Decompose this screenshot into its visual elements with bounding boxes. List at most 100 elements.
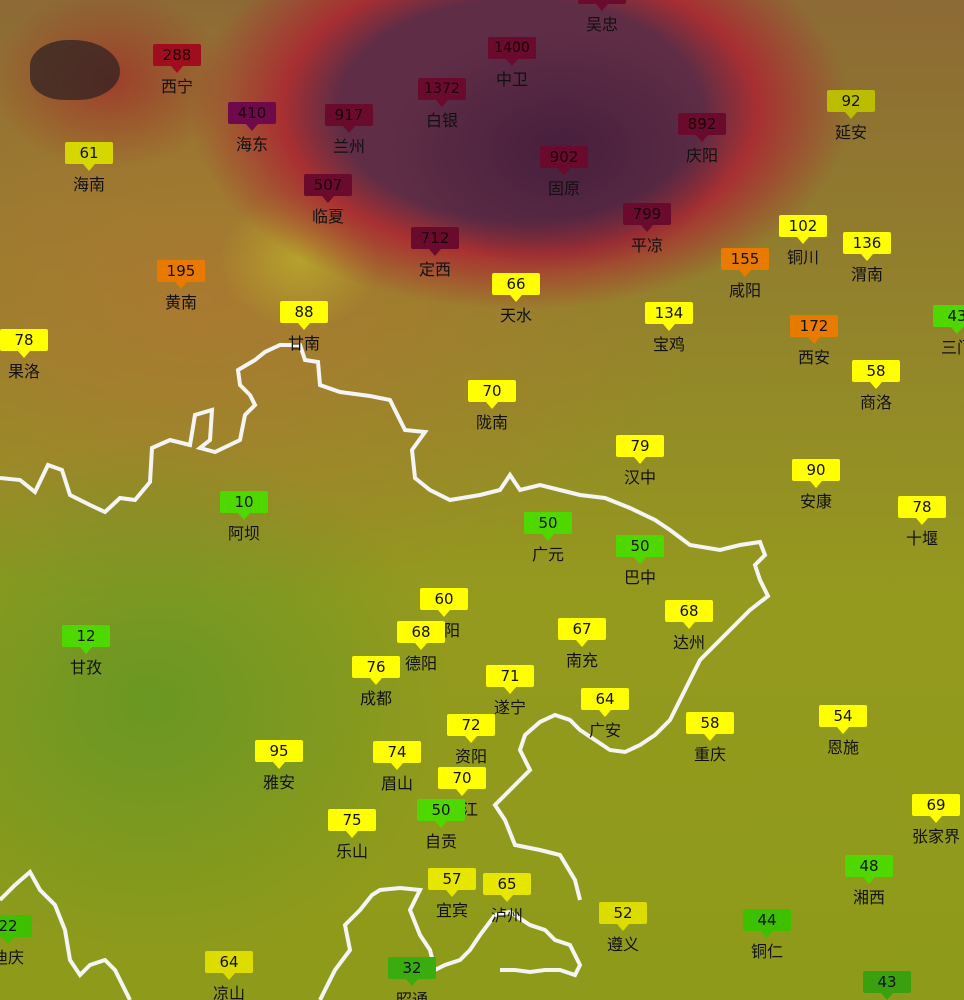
- aqi-badge[interactable]: 68: [397, 621, 445, 650]
- station-name: 汉中: [623, 468, 656, 487]
- aqi-badge[interactable]: 22: [0, 915, 32, 944]
- aqi-badge[interactable]: 71: [486, 665, 534, 694]
- station-name: 平凉: [630, 236, 663, 255]
- aqi-badge[interactable]: 70: [438, 767, 486, 796]
- aqi-badge[interactable]: 95: [255, 740, 303, 769]
- station-name: 白银: [425, 111, 458, 130]
- station-name: 南充: [565, 651, 598, 670]
- aqi-badge[interactable]: 75: [328, 809, 376, 838]
- aqi-badge[interactable]: 64: [581, 688, 629, 717]
- station-name: 泸州: [490, 906, 523, 925]
- station-name: 成都: [359, 689, 392, 708]
- station-name: 陇南: [475, 413, 508, 432]
- aqi-badge[interactable]: 712: [411, 227, 459, 256]
- aqi-badge[interactable]: 72: [447, 714, 495, 743]
- station-name: 广安: [588, 721, 621, 740]
- station-name: 渭南: [850, 265, 883, 284]
- station-name: 遵义: [606, 935, 639, 954]
- station-name: 宜宾: [435, 901, 468, 920]
- station-name: 铜仁: [750, 942, 783, 961]
- station-name: 甘孜: [69, 658, 102, 677]
- aqi-badge[interactable]: 917: [325, 104, 373, 133]
- aqi-badge[interactable]: 79: [616, 435, 664, 464]
- station-name: 十堰: [905, 529, 938, 548]
- aqi-badge[interactable]: 43: [863, 971, 911, 1000]
- station-name: 张家界: [911, 827, 960, 846]
- aqi-badge[interactable]: 65: [483, 873, 531, 902]
- aqi-badge[interactable]: 54: [819, 705, 867, 734]
- aqi-badge[interactable]: 58: [686, 712, 734, 741]
- aqi-badge[interactable]: 410: [228, 102, 276, 131]
- station-name: 海南: [72, 175, 105, 194]
- station-name: 商洛: [859, 393, 892, 412]
- station-name: 巴中: [623, 568, 656, 587]
- aqi-badge[interactable]: 32: [388, 957, 436, 986]
- aqi-badge[interactable]: 288: [153, 44, 201, 73]
- aqi-badge[interactable]: 60: [420, 588, 468, 617]
- aqi-badge[interactable]: 892: [678, 113, 726, 142]
- aqi-badge[interactable]: 195: [157, 260, 205, 289]
- aqi-badge[interactable]: 102: [779, 215, 827, 244]
- station-name: 西宁: [160, 77, 193, 96]
- aqi-badge[interactable]: 172: [790, 315, 838, 344]
- station-name: 定西: [418, 260, 451, 279]
- station-name: 宝鸡: [652, 335, 685, 354]
- aqi-badge[interactable]: 507: [304, 174, 352, 203]
- aqi-badge[interactable]: 52: [599, 902, 647, 931]
- station-name: 三门: [940, 338, 964, 357]
- aqi-badge[interactable]: 57: [428, 868, 476, 897]
- aqi-badge[interactable]: 90: [792, 459, 840, 488]
- aqi-badge[interactable]: 74: [373, 741, 421, 770]
- aqi-badge[interactable]: 48: [845, 855, 893, 884]
- station-name: 兰州: [332, 137, 365, 156]
- station-name: 吴忠: [585, 15, 618, 34]
- aqi-badge[interactable]: 50: [417, 799, 465, 828]
- aqi-badge[interactable]: 43: [933, 305, 964, 334]
- aqi-badge[interactable]: 67: [558, 618, 606, 647]
- aqi-badge[interactable]: 1400: [488, 37, 536, 66]
- station-name: 临夏: [311, 207, 344, 226]
- aqi-badge[interactable]: 10: [220, 491, 268, 520]
- aqi-badge[interactable]: 799: [623, 203, 671, 232]
- station-name: 资阳: [454, 747, 487, 766]
- aqi-badge[interactable]: 69: [912, 794, 960, 823]
- aqi-badge[interactable]: 66: [492, 273, 540, 302]
- aqi-badge[interactable]: 70: [468, 380, 516, 409]
- station-name: 昭通: [395, 990, 428, 1000]
- qinghai-lake: [30, 40, 120, 100]
- aqi-badge[interactable]: 61: [65, 142, 113, 171]
- aqi-badge[interactable]: 134: [645, 302, 693, 331]
- station-name: 迪庆: [0, 948, 24, 967]
- aqi-badge[interactable]: 902: [540, 146, 588, 175]
- aqi-badge[interactable]: 92: [827, 90, 875, 119]
- station-name: 阿坝: [227, 524, 260, 543]
- aqi-badge[interactable]: 12: [62, 625, 110, 654]
- aqi-badge[interactable]: 155: [721, 248, 769, 277]
- station-name: 眉山: [380, 774, 413, 793]
- station-name: 遂宁: [493, 698, 526, 717]
- aqi-badge[interactable]: 50: [524, 512, 572, 541]
- station-name: 恩施: [826, 738, 859, 757]
- station-name: 德阳: [404, 654, 437, 673]
- station-name: 海东: [235, 135, 268, 154]
- aqi-badge[interactable]: 88: [280, 301, 328, 330]
- aqi-badge[interactable]: 64: [205, 951, 253, 980]
- station-name: 重庆: [693, 745, 726, 764]
- station-name: 雅安: [262, 773, 295, 792]
- aqi-badge[interactable]: 76: [352, 656, 400, 685]
- aqi-badge[interactable]: [578, 0, 626, 11]
- aqi-badge[interactable]: 50: [616, 535, 664, 564]
- aqi-badge[interactable]: 78: [0, 329, 48, 358]
- aqi-badge[interactable]: 44: [743, 909, 791, 938]
- station-name: 黄南: [164, 293, 197, 312]
- station-name: 安康: [799, 492, 832, 511]
- aqi-badge[interactable]: 68: [665, 600, 713, 629]
- aqi-badge[interactable]: 58: [852, 360, 900, 389]
- station-name: 自贡: [424, 832, 457, 851]
- station-name: 西安: [797, 348, 830, 367]
- aqi-badge[interactable]: 136: [843, 232, 891, 261]
- aqi-badge[interactable]: 1372: [418, 78, 466, 107]
- aqi-badge[interactable]: 78: [898, 496, 946, 525]
